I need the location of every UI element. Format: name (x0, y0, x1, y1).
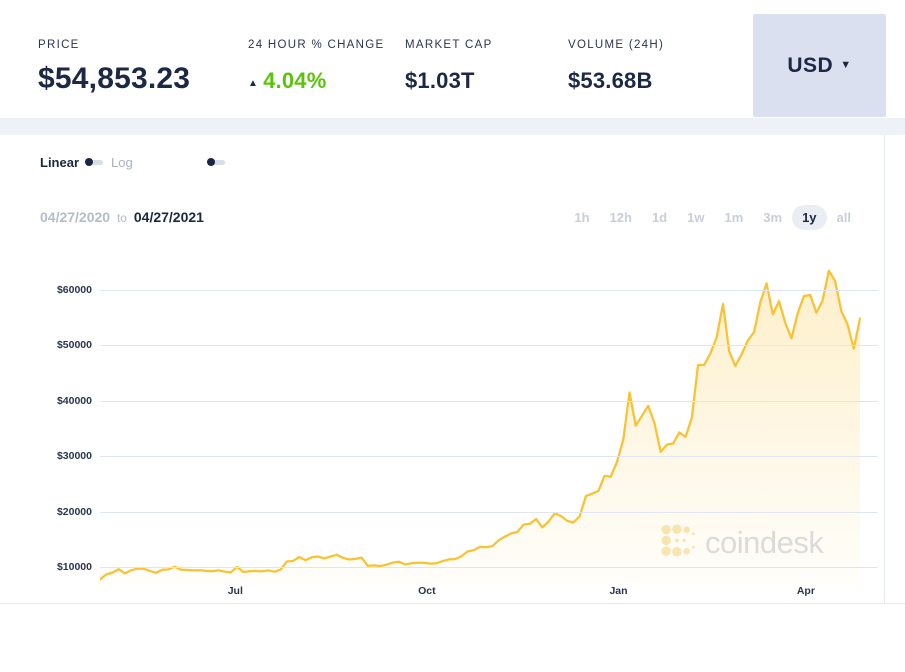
stat-label: VOLUME (24H) (568, 39, 665, 51)
currency-selector-label: USD (787, 53, 834, 77)
gridline (100, 456, 878, 458)
range-button-1h[interactable]: 1h (574, 210, 590, 225)
y-axis-tick: $40000 (56, 394, 92, 407)
stat-mcap: MARKET CAP $1.03T (405, 39, 493, 94)
gridline (100, 400, 878, 402)
log-scale-label[interactable]: Log (111, 155, 133, 170)
y-axis-tick: $50000 (56, 339, 92, 352)
stat-value: $54,853.23 (38, 62, 190, 96)
stat-value-text: $1.03T (405, 68, 475, 93)
price-chart: coindesk $60000$50000$40000$30000$20000$… (0, 255, 905, 605)
stat-value-text: $53.68B (568, 68, 653, 93)
y-axis-tick: $10000 (56, 561, 92, 573)
stat-value: ▲ 4.04% (248, 68, 384, 94)
gridline (100, 511, 878, 513)
y-axis-tick: $20000 (56, 505, 92, 518)
scale-toggle[interactable] (85, 158, 103, 166)
date-range-end[interactable]: 04/27/2021 (133, 209, 204, 225)
price-area-fill (100, 270, 860, 585)
toggle-knob (85, 158, 93, 166)
price-line (100, 269, 862, 581)
range-button-1m[interactable]: 1m (724, 210, 744, 225)
y-axis-tick: $30000 (56, 450, 92, 463)
linear-scale-label[interactable]: Linear (40, 155, 80, 170)
price-line-chart (100, 269, 862, 585)
stat-label: MARKET CAP (405, 39, 493, 51)
toggle-track (212, 160, 225, 165)
range-button-12h[interactable]: 12h (609, 210, 632, 225)
stat-label: PRICE (38, 39, 80, 51)
chevron-down-icon: ▼ (840, 58, 852, 71)
stat-change: 24 HOUR % CHANGE ▲ 4.04% (248, 39, 384, 94)
stat-volume: VOLUME (24H) $53.68B (568, 39, 664, 94)
x-axis-tick: Oct (418, 585, 436, 597)
date-range-separator: to (116, 211, 127, 225)
stat-value: $53.68B (568, 68, 664, 94)
stat-price: PRICE $54,853.23 (38, 39, 190, 96)
toggle-track (90, 160, 103, 165)
secondary-toggle[interactable] (207, 158, 225, 166)
date-range[interactable]: 04/27/2020 to 04/27/2021 (40, 209, 204, 225)
range-button-1w[interactable]: 1w (687, 210, 705, 225)
y-axis-tick: $60000 (56, 284, 92, 296)
chart-right-border (884, 135, 885, 603)
header-divider-band (0, 118, 905, 135)
currency-selector-button[interactable]: USD ▼ (753, 14, 886, 117)
range-button-1d[interactable]: 1d (651, 210, 668, 225)
date-range-start[interactable]: 04/27/2020 (40, 209, 111, 225)
gridline (100, 567, 878, 568)
chart-bottom-border (0, 603, 905, 604)
toggle-knob (207, 158, 215, 166)
stat-value-text: $54,853.23 (38, 62, 191, 95)
gridline (100, 290, 878, 291)
range-button-1y[interactable]: 1y (792, 205, 827, 230)
stat-label: 24 HOUR % CHANGE (248, 39, 385, 51)
range-button-all[interactable]: all (836, 210, 851, 225)
gridline (100, 345, 878, 347)
time-range-buttons: 1h 12h 1d 1w 1m 3m 1y all (564, 205, 861, 230)
x-axis-tick: Apr (796, 585, 815, 597)
stat-value-text: 4.04% (263, 68, 327, 93)
x-axis-tick: Jan (609, 585, 628, 597)
x-axis-tick: Jul (227, 585, 243, 597)
stat-value: $1.03T (405, 68, 493, 94)
up-arrow-icon: ▲ (248, 78, 259, 89)
range-button-3m[interactable]: 3m (763, 210, 783, 225)
